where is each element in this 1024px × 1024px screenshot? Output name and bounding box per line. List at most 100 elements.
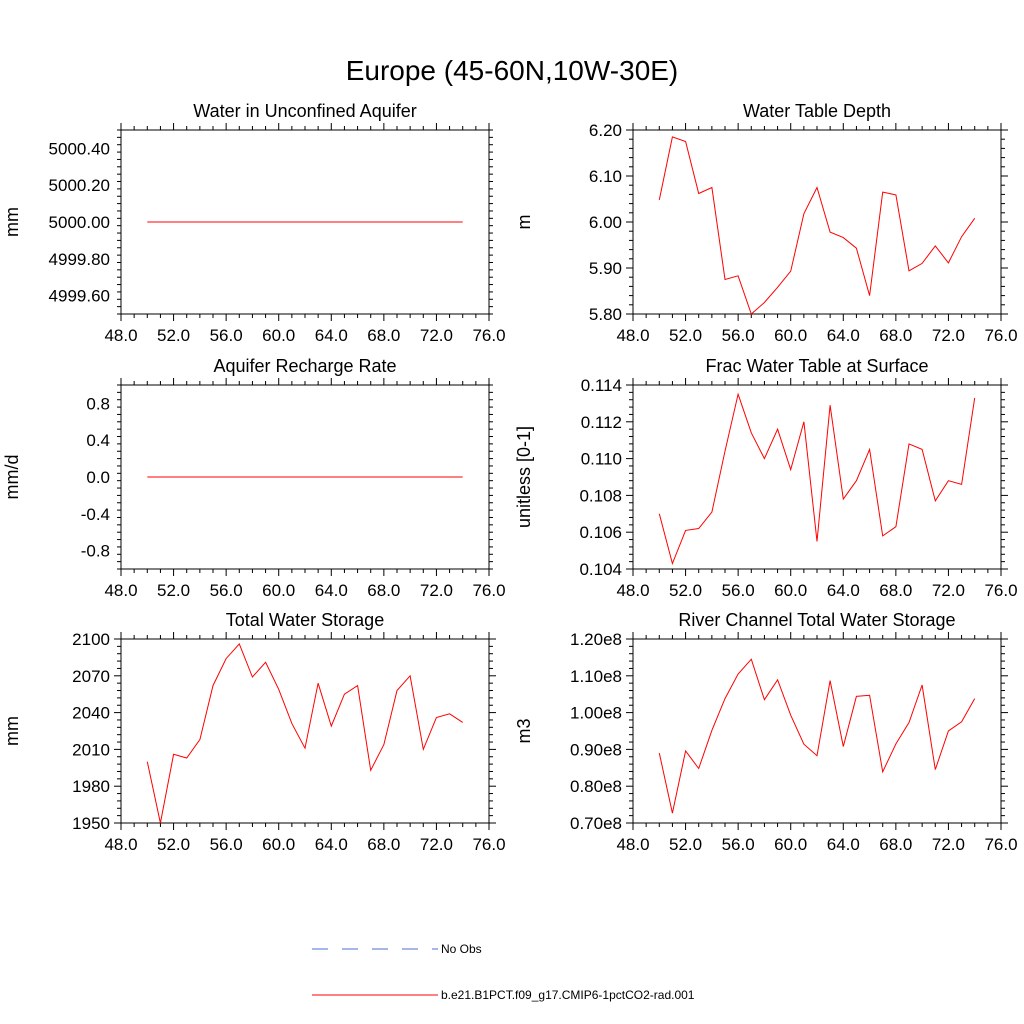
x-tick-label-total-water-storage: 72.0 — [420, 835, 453, 854]
x-tick-label-river-channel-storage: 52.0 — [669, 835, 702, 854]
panel-recharge-rate: Aquifer Recharge Rate mm/d 48.0 52.0 56.0 60.… — [2, 356, 506, 600]
x-tick-label-recharge-rate: 68.0 — [367, 581, 400, 600]
y-tick-label-recharge-rate: 0.4 — [86, 431, 110, 450]
series-line-river-channel-storage — [658, 658, 976, 814]
plot-frame-river-channel-storage — [632, 638, 1002, 824]
y-axis-label-aquifer-water: mm — [2, 207, 22, 237]
y-tick-label-aquifer-water: 4999.80 — [49, 250, 110, 269]
series-line-frac-water-table — [658, 392, 976, 566]
y-tick-label-aquifer-water: 4999.60 — [49, 287, 110, 306]
x-tick-label-aquifer-water: 48.0 — [104, 326, 137, 345]
y-tick-label-recharge-rate: -0.8 — [81, 542, 110, 561]
x-tick-label-frac-water-table: 60.0 — [774, 581, 807, 600]
series-line-total-water-storage — [146, 642, 463, 824]
x-tick-label-aquifer-water: 72.0 — [420, 326, 453, 345]
y-tick-label-total-water-storage: 1980 — [72, 777, 110, 796]
x-tick-label-river-channel-storage: 48.0 — [616, 835, 649, 854]
x-tick-label-water-table-depth: 64.0 — [827, 326, 860, 345]
y-axis-label-frac-water-table: unitless [0-1] — [514, 426, 534, 528]
x-tick-label-frac-water-table: 76.0 — [984, 581, 1017, 600]
y-tick-label-recharge-rate: -0.4 — [81, 505, 110, 524]
x-tick-label-frac-water-table: 56.0 — [722, 581, 755, 600]
y-axis-label-water-table-depth: m — [514, 215, 534, 230]
legend-label-model: b.e21.B1PCT.f09_g17.CMIP6-1pctCO2-rad.00… — [441, 988, 695, 1002]
panel-title-water-table-depth: Water Table Depth — [743, 101, 891, 121]
x-tick-label-water-table-depth: 76.0 — [984, 326, 1017, 345]
y-tick-label-frac-water-table: 0.110 — [581, 450, 622, 469]
y-axis-label-total-water-storage: mm — [2, 716, 22, 746]
x-tick-label-recharge-rate: 48.0 — [104, 581, 137, 600]
x-tick-label-river-channel-storage: 64.0 — [827, 835, 860, 854]
plot-frame-total-water-storage — [120, 638, 490, 824]
figure-title: Europe (45-60N,10W-30E) — [346, 55, 679, 86]
y-axis-label-river-channel-storage: m3 — [514, 718, 534, 743]
panel-title-recharge-rate: Aquifer Recharge Rate — [213, 356, 396, 376]
y-tick-label-water-table-depth: 6.10 — [589, 167, 622, 186]
legend-label-no-obs: No Obs — [441, 942, 482, 956]
x-tick-label-total-water-storage: 48.0 — [104, 835, 137, 854]
x-tick-label-frac-water-table: 68.0 — [879, 581, 912, 600]
x-tick-label-total-water-storage: 60.0 — [262, 835, 295, 854]
x-tick-label-recharge-rate: 60.0 — [262, 581, 295, 600]
series-line-water-table-depth — [658, 136, 976, 315]
x-tick-label-water-table-depth: 68.0 — [879, 326, 912, 345]
x-tick-label-water-table-depth: 60.0 — [774, 326, 807, 345]
y-tick-label-water-table-depth: 6.20 — [589, 121, 622, 140]
y-tick-label-total-water-storage: 2100 — [72, 630, 110, 649]
panel-title-aquifer-water: Water in Unconfined Aquifer — [193, 101, 416, 121]
y-tick-label-total-water-storage: 2070 — [72, 667, 110, 686]
x-tick-label-frac-water-table: 72.0 — [932, 581, 965, 600]
panel-title-river-channel-storage: River Channel Total Water Storage — [678, 610, 955, 630]
y-tick-label-recharge-rate: 0.0 — [86, 468, 110, 487]
y-tick-label-river-channel-storage: 0.80e8 — [570, 777, 622, 796]
y-tick-label-frac-water-table: 0.112 — [581, 413, 622, 432]
x-tick-label-frac-water-table: 48.0 — [616, 581, 649, 600]
x-tick-label-recharge-rate: 72.0 — [420, 581, 453, 600]
y-tick-label-frac-water-table: 0.114 — [581, 376, 622, 395]
y-tick-label-aquifer-water: 5000.00 — [49, 213, 110, 232]
y-tick-label-river-channel-storage: 1.10e8 — [570, 667, 622, 686]
x-tick-label-water-table-depth: 48.0 — [616, 326, 649, 345]
y-tick-label-water-table-depth: 5.90 — [589, 259, 622, 278]
x-tick-label-frac-water-table: 52.0 — [669, 581, 702, 600]
y-tick-label-river-channel-storage: 1.00e8 — [570, 704, 622, 723]
y-tick-label-frac-water-table: 0.106 — [579, 523, 622, 542]
y-tick-label-frac-water-table: 0.108 — [579, 486, 622, 505]
y-tick-label-river-channel-storage: 0.70e8 — [570, 814, 622, 833]
panel-total-water-storage: Total Water Storage mm 48.0 52.0 56.0 60.0 64.… — [2, 610, 506, 854]
x-tick-label-water-table-depth: 72.0 — [932, 326, 965, 345]
panel-title-frac-water-table: Frac Water Table at Surface — [705, 356, 928, 376]
y-tick-label-aquifer-water: 5000.40 — [49, 139, 110, 158]
x-tick-label-river-channel-storage: 68.0 — [879, 835, 912, 854]
y-tick-label-aquifer-water: 5000.20 — [49, 176, 110, 195]
panel-frac-water-table: Frac Water Table at Surface unitless [0-1… — [514, 356, 1018, 600]
y-tick-label-water-table-depth: 5.80 — [589, 305, 622, 324]
x-tick-label-recharge-rate: 76.0 — [472, 581, 505, 600]
panel-river-channel-storage: River Channel Total Water Storage m3 48.0 5… — [514, 610, 1018, 854]
plot-frame-water-table-depth — [632, 129, 1002, 315]
x-tick-label-recharge-rate: 64.0 — [315, 581, 348, 600]
panel-water-table-depth: Water Table Depth m 48.0 52.0 56.0 60.0 64.0 68… — [514, 101, 1018, 345]
y-tick-label-frac-water-table: 0.104 — [579, 560, 622, 579]
y-tick-label-total-water-storage: 2010 — [72, 740, 110, 759]
panel-aquifer-water: Water in Unconfined Aquifer mm 48.0 52.0 56.… — [2, 101, 506, 345]
y-tick-label-water-table-depth: 6.00 — [589, 213, 622, 232]
x-tick-label-river-channel-storage: 72.0 — [932, 835, 965, 854]
y-axis-label-recharge-rate: mm/d — [2, 455, 22, 500]
x-tick-label-frac-water-table: 64.0 — [827, 581, 860, 600]
x-tick-label-total-water-storage: 56.0 — [210, 835, 243, 854]
y-tick-label-river-channel-storage: 0.90e8 — [570, 740, 622, 759]
legend: No Obs b.e21.B1PCT.f09_g17.CMIP6-1pctCO2… — [312, 942, 695, 1002]
x-tick-label-total-water-storage: 76.0 — [472, 835, 505, 854]
x-tick-label-river-channel-storage: 76.0 — [984, 835, 1017, 854]
x-tick-label-water-table-depth: 52.0 — [669, 326, 702, 345]
x-tick-label-river-channel-storage: 56.0 — [722, 835, 755, 854]
y-tick-label-river-channel-storage: 1.20e8 — [570, 630, 622, 649]
y-tick-label-recharge-rate: 0.8 — [86, 394, 110, 413]
x-tick-label-aquifer-water: 68.0 — [367, 326, 400, 345]
x-tick-label-aquifer-water: 76.0 — [472, 326, 505, 345]
x-tick-label-river-channel-storage: 60.0 — [774, 835, 807, 854]
x-tick-label-total-water-storage: 68.0 — [367, 835, 400, 854]
panels: Water in Unconfined Aquifer mm 48.0 52.0 56.… — [2, 101, 1018, 854]
